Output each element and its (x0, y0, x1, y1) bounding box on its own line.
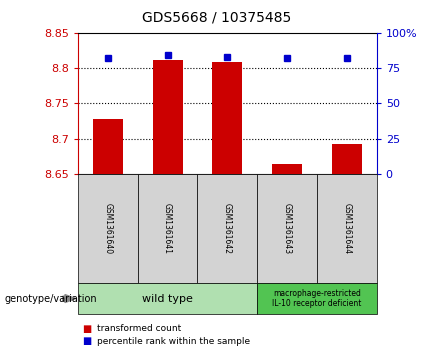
Text: GSM1361640: GSM1361640 (103, 203, 112, 254)
Bar (93, 119, 123, 174)
Bar (332, 144, 362, 174)
Text: GSM1361644: GSM1361644 (343, 203, 351, 254)
Text: wild type: wild type (142, 294, 193, 303)
Bar (212, 62, 242, 174)
Text: GDS5668 / 10375485: GDS5668 / 10375485 (142, 11, 291, 25)
Text: GSM1361643: GSM1361643 (283, 203, 291, 254)
Bar (152, 60, 183, 174)
Text: GSM1361642: GSM1361642 (223, 203, 232, 254)
Bar (272, 164, 302, 174)
Text: macrophage-restricted
IL-10 receptor deficient: macrophage-restricted IL-10 receptor def… (272, 289, 362, 308)
Text: genotype/variation: genotype/variation (4, 294, 97, 303)
Text: GSM1361641: GSM1361641 (163, 203, 172, 254)
Text: percentile rank within the sample: percentile rank within the sample (97, 337, 251, 346)
Text: transformed count: transformed count (97, 324, 182, 333)
Text: ■: ■ (82, 323, 91, 334)
Text: ■: ■ (82, 336, 91, 346)
